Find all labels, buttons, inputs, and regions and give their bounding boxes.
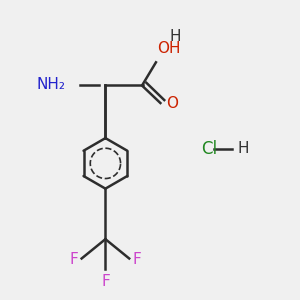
Text: H: H [238, 141, 249, 156]
Text: OH: OH [158, 41, 181, 56]
Text: F: F [69, 252, 78, 267]
Text: Cl: Cl [201, 140, 218, 158]
Text: F: F [133, 252, 142, 267]
Text: O: O [166, 95, 178, 110]
Text: H: H [169, 29, 181, 44]
Text: F: F [101, 274, 110, 289]
Text: NH₂: NH₂ [36, 77, 65, 92]
